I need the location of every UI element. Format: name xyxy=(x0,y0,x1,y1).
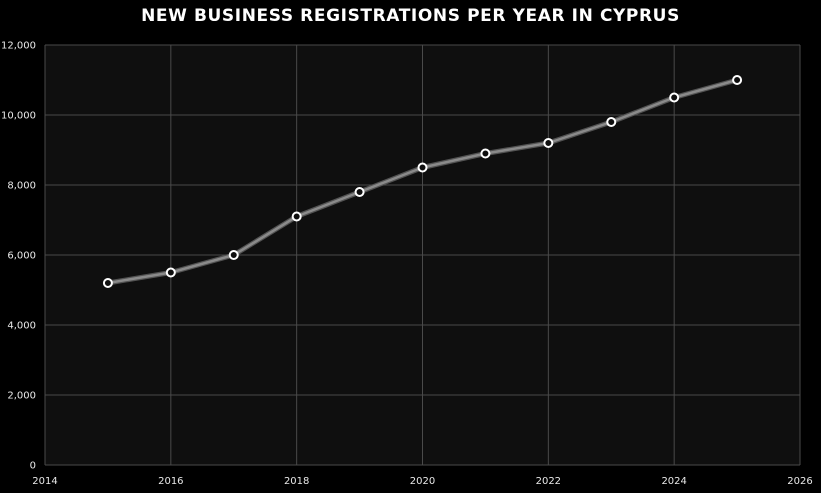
data-point xyxy=(669,92,680,103)
data-point xyxy=(606,117,617,127)
y-tick-label: 10,000 xyxy=(1,111,36,122)
y-tick-label: 8,000 xyxy=(7,181,36,192)
data-point xyxy=(102,278,113,288)
data-point xyxy=(354,187,365,197)
data-point xyxy=(165,267,176,278)
data-point xyxy=(732,75,743,85)
y-tick-label: 6,000 xyxy=(7,251,36,262)
x-tick-label: 2022 xyxy=(536,476,561,487)
x-tick-label: 2016 xyxy=(158,476,183,487)
data-point xyxy=(417,162,428,173)
x-tick-label: 2018 xyxy=(284,476,309,487)
x-tick-label: 2014 xyxy=(32,476,57,487)
series-points xyxy=(102,75,743,288)
y-tick-label: 0 xyxy=(30,461,36,472)
y-tick-label: 12,000 xyxy=(1,41,36,52)
data-point xyxy=(543,138,554,148)
x-tick-label: 2026 xyxy=(787,476,812,487)
data-point xyxy=(480,148,491,159)
grid-x xyxy=(44,45,801,465)
x-tick-label: 2020 xyxy=(410,476,435,487)
chart-title: NEW BUSINESS REGISTRATIONS PER YEAR IN C… xyxy=(141,6,680,26)
data-point xyxy=(228,250,239,260)
data-point xyxy=(291,211,302,222)
x-axis-tick-labels: 2014 2016 2018 2020 2022 2024 2026 xyxy=(32,476,812,487)
y-tick-label: 2,000 xyxy=(7,391,36,402)
y-tick-label: 4,000 xyxy=(7,321,36,332)
x-tick-label: 2024 xyxy=(661,476,686,487)
y-axis-tick-labels: 0 2,000 4,000 6,000 8,000 10,000 12,000 xyxy=(1,41,36,472)
